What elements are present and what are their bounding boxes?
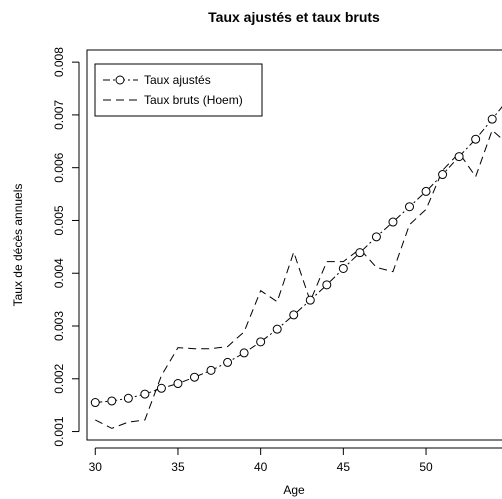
data-point-adjusted [107, 396, 117, 406]
data-point-adjusted [190, 372, 199, 382]
data-point-adjusted [421, 186, 431, 196]
y-tick-label: 0.003 [52, 311, 66, 341]
y-tick-label: 0.005 [52, 205, 66, 235]
data-point-adjusted [305, 295, 315, 305]
x-axis: 303540455055 [89, 447, 502, 474]
y-tick-label: 0.007 [52, 100, 66, 130]
y-tick-label: 0.004 [52, 258, 66, 288]
series-layer [90, 106, 502, 429]
data-point-adjusted [471, 134, 481, 144]
data-point-adjusted [223, 357, 233, 367]
data-point-adjusted [322, 280, 332, 290]
data-point-adjusted [239, 348, 249, 358]
data-point-adjusted [405, 202, 414, 212]
data-point-adjusted [173, 379, 183, 389]
legend-label-raw: Taux bruts (Hoem) [144, 93, 243, 107]
y-tick-label: 0.006 [52, 152, 66, 182]
data-point-adjusted [140, 389, 150, 399]
data-point-adjusted [438, 170, 448, 180]
x-tick-label: 35 [171, 460, 185, 474]
legend-marker-adjusted [115, 75, 125, 85]
y-tick-label: 0.002 [52, 363, 66, 393]
data-point-adjusted [487, 114, 497, 124]
data-point-adjusted [90, 398, 100, 408]
data-point-adjusted [206, 365, 216, 375]
legend: Taux ajustés Taux bruts (Hoem) [94, 63, 263, 117]
y-axis: 0.001 0.002 0.003 0.004 0.005 0.006 0.007 0.008 [52, 47, 80, 447]
data-point-adjusted [454, 152, 464, 162]
data-point-adjusted [272, 324, 282, 334]
y-axis-label: Taux de décès annuels [11, 184, 25, 307]
plot-frame [86, 49, 502, 441]
data-point-adjusted [355, 248, 365, 258]
data-point-adjusted [256, 337, 266, 347]
legend-label-adjusted: Taux ajustés [144, 73, 211, 87]
chart-title: Taux ajustés et taux bruts [208, 9, 380, 25]
data-point-adjusted [123, 393, 133, 403]
legend-box [94, 63, 263, 117]
data-point-adjusted [338, 263, 348, 273]
data-point-adjusted [388, 217, 398, 227]
x-tick-label: 50 [419, 460, 433, 474]
y-tick-label: 0.008 [52, 47, 66, 77]
x-tick-label: 45 [337, 460, 351, 474]
y-tick-label: 0.001 [52, 416, 66, 446]
data-point-adjusted [371, 232, 381, 242]
x-tick-label: 40 [254, 460, 268, 474]
x-axis-label: Age [283, 483, 305, 497]
data-point-adjusted [156, 383, 166, 393]
series-line-adjusted [95, 106, 502, 404]
x-tick-label: 30 [89, 460, 103, 474]
data-point-adjusted [289, 310, 299, 320]
